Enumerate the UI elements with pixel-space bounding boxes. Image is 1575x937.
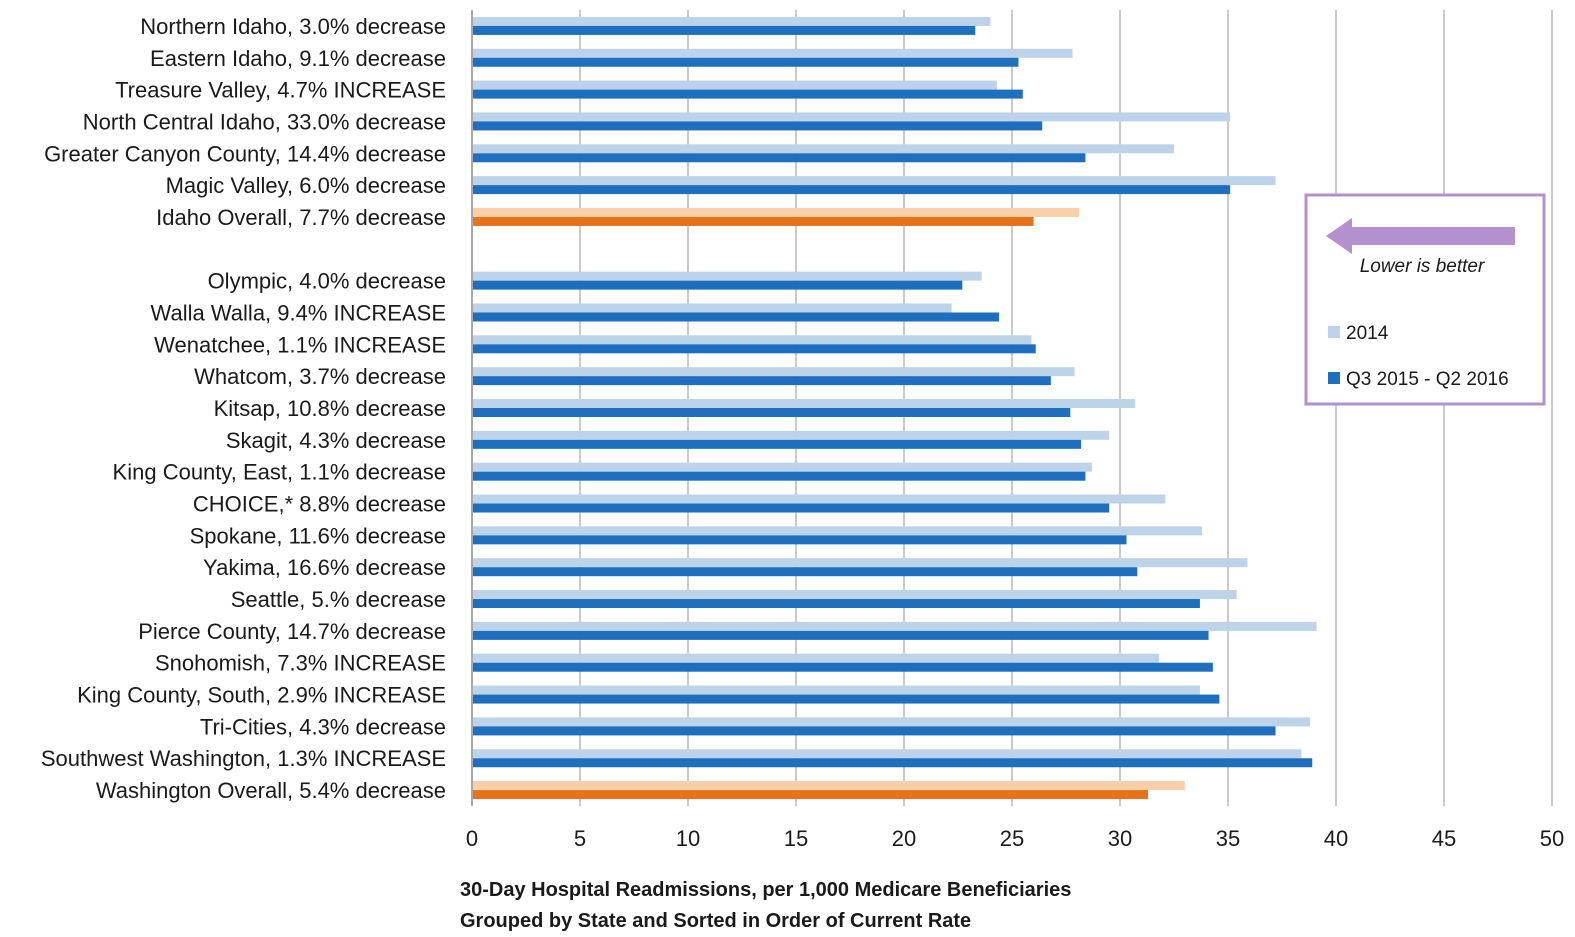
- x-tick-label: 20: [892, 826, 916, 851]
- x-tick-label: 25: [1000, 826, 1024, 851]
- category-label: Yakima, 16.6% decrease: [203, 555, 446, 580]
- category-label: Snohomish, 7.3% INCREASE: [155, 651, 446, 676]
- x-tick-labels: 0 5 10 15 20 25 30 35 40 45 50: [466, 826, 1564, 851]
- bar-current: [473, 25, 976, 35]
- left-arrow-icon: [1326, 218, 1515, 254]
- legend-label-current: Q3 2015 - Q2 2016: [1346, 369, 1509, 390]
- legend-swatch-2014: [1328, 326, 1340, 338]
- bar-current: [473, 216, 1034, 226]
- bar-2014: [473, 590, 1237, 600]
- x-tick-label: 45: [1432, 826, 1456, 851]
- bar-current: [473, 408, 1071, 417]
- bar-current: [473, 662, 1213, 672]
- category-label: Greater Canyon County, 14.4% decrease: [44, 141, 446, 166]
- bar-2014: [473, 653, 1159, 663]
- category-label: Kitsap, 10.8% decrease: [214, 396, 446, 421]
- bar-2014: [473, 144, 1174, 154]
- category-label: Whatcom, 3.7% decrease: [194, 364, 446, 389]
- bar-2014: [473, 430, 1110, 440]
- category-label: Magic Valley, 6.0% decrease: [166, 173, 446, 198]
- x-axis-title-line-1: 30-Day Hospital Readmissions, per 1,000 …: [460, 879, 1071, 901]
- bar-2014: [473, 112, 1231, 122]
- x-tick-label: 50: [1540, 826, 1564, 851]
- x-tick-label: 40: [1324, 826, 1348, 851]
- bar-current: [473, 567, 1138, 577]
- bar-current: [473, 312, 1000, 322]
- category-label: Northern Idaho, 3.0% decrease: [140, 14, 446, 39]
- bar-2014: [473, 271, 982, 281]
- x-tick-label: 10: [676, 826, 700, 851]
- bar-current: [473, 726, 1276, 736]
- category-label: Tri-Cities, 4.3% decrease: [200, 714, 446, 739]
- legend: Lower is better 2014 Q3 2015 - Q2 2016: [1304, 193, 1546, 406]
- bar-current: [473, 599, 1200, 609]
- bar-current: [473, 471, 1086, 481]
- bar-2014: [473, 781, 1185, 791]
- category-label: Wenatchee, 1.1% INCREASE: [154, 332, 446, 357]
- bar-2014: [473, 526, 1203, 536]
- category-label: Skagit, 4.3% decrease: [226, 428, 446, 453]
- category-label: Olympic, 4.0% decrease: [208, 269, 446, 294]
- bar-current: [473, 535, 1127, 545]
- bar-2014: [473, 685, 1200, 695]
- category-label: King County, East, 1.1% decrease: [113, 460, 446, 485]
- x-tick-label: 5: [574, 826, 586, 851]
- bar-current: [473, 758, 1313, 768]
- category-label: Washington Overall, 5.4% decrease: [96, 778, 446, 803]
- category-label: CHOICE,* 8.8% decrease: [193, 492, 446, 517]
- bar-2014: [473, 80, 997, 90]
- bar-2014: [473, 749, 1302, 759]
- legend-swatch-current: [1328, 372, 1340, 384]
- category-label: Treasure Valley, 4.7% INCREASE: [115, 78, 446, 103]
- bar-2014: [473, 207, 1079, 217]
- category-label: Seattle, 5.% decrease: [231, 587, 446, 612]
- category-labels: Northern Idaho, 3.0% decrease Eastern Ida…: [41, 14, 446, 803]
- x-tick-label: 15: [784, 826, 808, 851]
- bars: [473, 16, 1317, 800]
- bar-2014: [473, 176, 1276, 186]
- legend-label-2014: 2014: [1346, 323, 1389, 344]
- x-tick-label: 35: [1216, 826, 1240, 851]
- legend-note: Lower is better: [1360, 256, 1485, 277]
- bar-current: [473, 121, 1043, 131]
- bar-2014: [473, 399, 1136, 408]
- bar-2014: [473, 462, 1092, 472]
- bar-current: [473, 57, 1019, 67]
- bar-2014: [473, 367, 1075, 377]
- bar-current: [473, 185, 1231, 195]
- bar-current: [473, 439, 1082, 449]
- category-label: Eastern Idaho, 9.1% decrease: [150, 46, 446, 71]
- bar-2014: [473, 303, 952, 313]
- category-label: Walla Walla, 9.4% INCREASE: [151, 300, 446, 325]
- bar-current: [473, 344, 1036, 354]
- bar-current: [473, 694, 1220, 704]
- bar-2014: [473, 48, 1073, 58]
- bar-current: [473, 89, 1023, 99]
- x-tick-label: 30: [1108, 826, 1132, 851]
- bar-2014: [473, 16, 991, 26]
- bar-current: [473, 280, 963, 290]
- category-label: Idaho Overall, 7.7% decrease: [156, 205, 446, 230]
- bar-current: [473, 630, 1209, 640]
- bar-current: [473, 153, 1086, 163]
- category-label: Southwest Washington, 1.3% INCREASE: [41, 746, 446, 771]
- bar-current: [473, 376, 1051, 386]
- bar-2014: [473, 717, 1311, 727]
- x-axis-title-line-2: Grouped by State and Sorted in Order of …: [460, 910, 971, 932]
- category-label: Pierce County, 14.7% decrease: [138, 619, 446, 644]
- bar-current: [473, 503, 1110, 513]
- bar-current: [473, 790, 1149, 800]
- category-label: King County, South, 2.9% INCREASE: [77, 683, 446, 708]
- bar-2014: [473, 621, 1317, 631]
- bar-2014: [473, 494, 1166, 504]
- bar-2014: [473, 335, 1032, 345]
- category-label: Spokane, 11.6% decrease: [190, 523, 446, 548]
- category-label: North Central Idaho, 33.0% decrease: [83, 109, 446, 134]
- bar-2014: [473, 558, 1248, 568]
- x-tick-label: 0: [466, 826, 478, 851]
